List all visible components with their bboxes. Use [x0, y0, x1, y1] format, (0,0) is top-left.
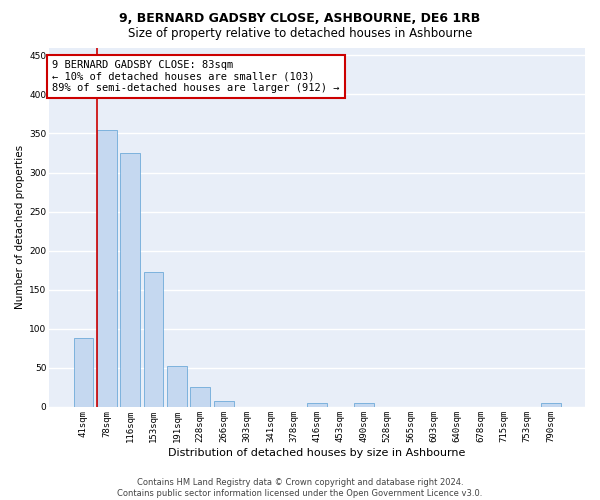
- Bar: [307, 403, 327, 407]
- Bar: [143, 272, 163, 407]
- Bar: [74, 338, 94, 407]
- Y-axis label: Number of detached properties: Number of detached properties: [15, 145, 25, 310]
- Text: 9, BERNARD GADSBY CLOSE, ASHBOURNE, DE6 1RB: 9, BERNARD GADSBY CLOSE, ASHBOURNE, DE6 …: [119, 12, 481, 26]
- Bar: [214, 400, 233, 407]
- Text: 9 BERNARD GADSBY CLOSE: 83sqm
← 10% of detached houses are smaller (103)
89% of : 9 BERNARD GADSBY CLOSE: 83sqm ← 10% of d…: [52, 60, 340, 94]
- Bar: [167, 366, 187, 407]
- Bar: [97, 130, 117, 407]
- Bar: [354, 403, 374, 407]
- Text: Size of property relative to detached houses in Ashbourne: Size of property relative to detached ho…: [128, 28, 472, 40]
- Text: Contains HM Land Registry data © Crown copyright and database right 2024.
Contai: Contains HM Land Registry data © Crown c…: [118, 478, 482, 498]
- Bar: [190, 386, 210, 407]
- X-axis label: Distribution of detached houses by size in Ashbourne: Distribution of detached houses by size …: [169, 448, 466, 458]
- Bar: [541, 403, 560, 407]
- Bar: [120, 153, 140, 407]
